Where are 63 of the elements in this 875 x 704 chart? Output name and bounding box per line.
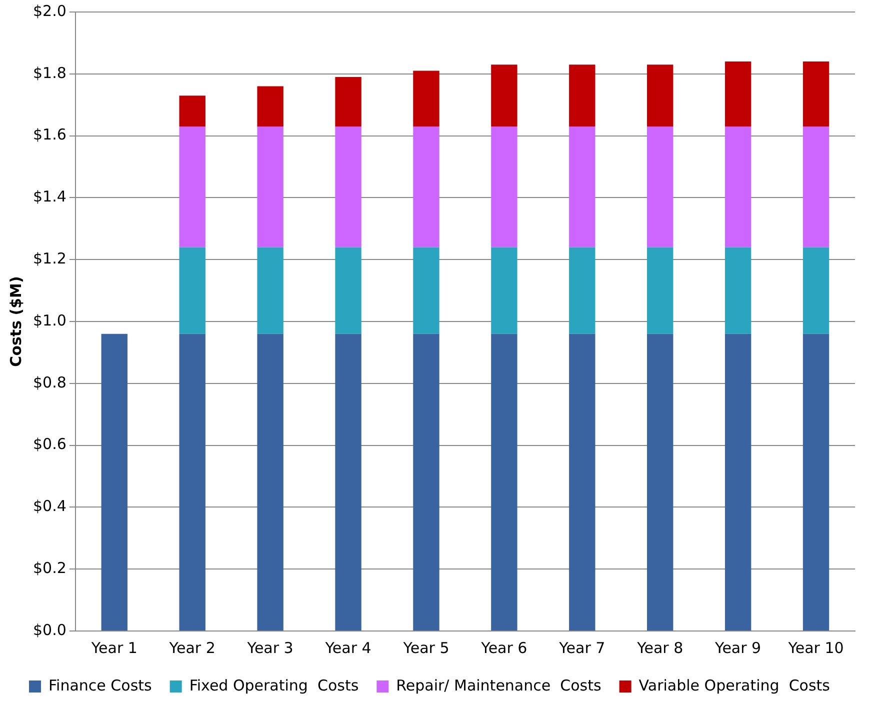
legend-label: Finance Costs (48, 676, 152, 694)
bar (647, 64, 674, 127)
x-tick-label: Year 9 (714, 638, 762, 657)
bar (335, 126, 362, 248)
bar (647, 126, 674, 248)
x-tick-label: Year 5 (402, 638, 450, 657)
bar (802, 126, 830, 248)
bar (724, 334, 752, 630)
y-axis-title: Costs ($M) (6, 276, 25, 367)
bar (724, 62, 752, 127)
bar (257, 126, 284, 248)
x-tick-label: Year 2 (168, 638, 216, 657)
bar (413, 126, 440, 248)
bar (179, 334, 206, 630)
bar (724, 126, 752, 248)
bar (569, 334, 596, 630)
bar (802, 334, 830, 630)
bar (335, 247, 362, 334)
bar (335, 76, 362, 127)
x-tick-label: Year 8 (636, 638, 684, 657)
y-tick-label: $2.0 (32, 2, 66, 20)
y-tick-label: $0.6 (32, 435, 66, 454)
bar (647, 334, 674, 630)
bar (257, 334, 284, 630)
x-tick-label: Year 10 (787, 638, 844, 657)
bar (179, 247, 206, 334)
x-tick-label: Year 6 (480, 638, 528, 657)
legend-label: Variable Operating Costs (638, 676, 830, 694)
x-tick-label: Year 1 (90, 638, 138, 657)
bar (257, 247, 284, 334)
bar (802, 247, 830, 334)
y-tick-label: $0.0 (32, 620, 66, 639)
x-tick-label: Year 3 (246, 638, 294, 657)
x-tick-label: Year 7 (558, 638, 606, 657)
y-tick-label: $0.8 (32, 373, 66, 392)
bar (179, 126, 206, 248)
bar (413, 334, 440, 630)
y-tick-label: $1.8 (32, 64, 66, 82)
y-tick-label: $1.2 (32, 249, 66, 268)
bar (491, 334, 518, 630)
y-tick-label: $1.4 (32, 188, 66, 206)
y-tick-label: $1.0 (32, 311, 66, 330)
bar (724, 247, 752, 334)
legend-label: Repair/ Maintenance Costs (396, 676, 602, 694)
bar (491, 126, 518, 248)
y-tick-label: $1.6 (32, 126, 66, 144)
bar (569, 247, 596, 334)
y-tick-label: $0.4 (32, 497, 66, 516)
bar (491, 247, 518, 334)
bar (335, 334, 362, 630)
x-tick-label: Year 4 (324, 638, 372, 657)
bar (413, 247, 440, 334)
bar (179, 96, 206, 127)
legend-label: Fixed Operating Costs (189, 676, 359, 694)
y-tick-label: $0.2 (32, 558, 66, 577)
bar (802, 62, 830, 127)
bar (101, 334, 128, 630)
bar (569, 64, 596, 127)
bar (491, 64, 518, 127)
bar (569, 126, 596, 248)
bar (257, 86, 284, 127)
bar (647, 247, 674, 334)
bar (413, 70, 440, 127)
